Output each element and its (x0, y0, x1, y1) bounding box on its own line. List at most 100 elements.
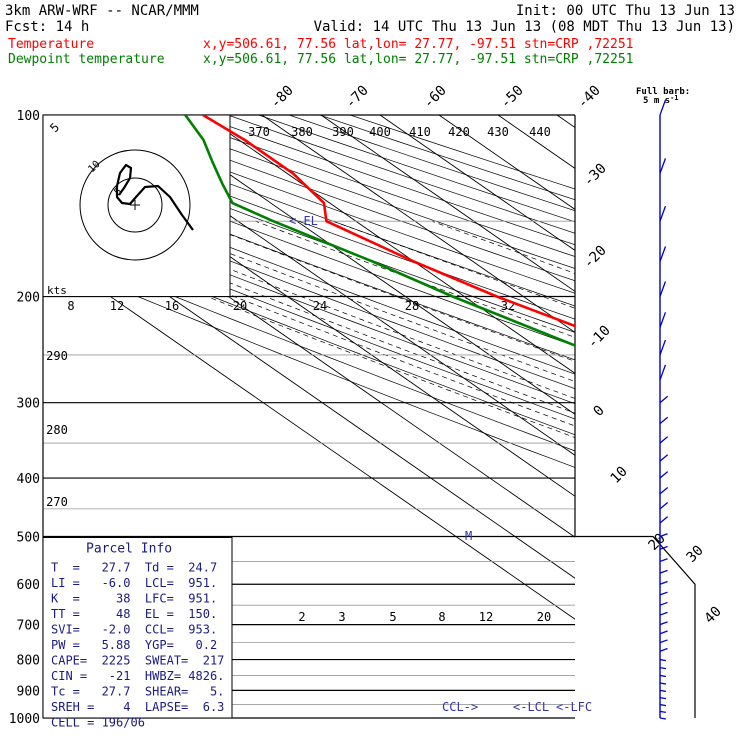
pressure-label: 400 (17, 472, 40, 487)
parcel-info-row: SVI= -2.0 CCL= 953. (51, 622, 217, 636)
barb-key-units: 5 m s-1 (643, 94, 679, 106)
init-time: Init: 00 UTC Thu 13 Jun 13 (516, 3, 735, 19)
hodograph-speed-label: 28 (405, 299, 419, 313)
isotherm-line (320, 115, 575, 292)
hodograph-units-label: kts (47, 284, 67, 297)
wind-barb (659, 639, 668, 644)
theta-e-label: 420 (448, 125, 470, 139)
wind-barb (659, 710, 667, 714)
pressure-label: 700 (17, 619, 40, 634)
parcel-info-row: K = 38 LFC= 951. (51, 591, 217, 605)
parcel-info-row: CAPE= 2225 SWEAT= 217 (51, 653, 224, 667)
parcel-info-box: Parcel Info T = 27.7 Td = 24.7 LI = -6.0 L… (42, 536, 233, 729)
hodograph-trace (115, 163, 194, 231)
dry-adiabat-line (197, 115, 575, 246)
parcel-info-row: TT = 48 EL = 150. (51, 607, 217, 621)
wind-barb (659, 717, 667, 720)
temperature-axis-label: -40 (575, 83, 604, 112)
moist-adiabat-line (73, 220, 575, 414)
pressure-label: 600 (17, 578, 40, 593)
pressure-label: 900 (17, 684, 40, 699)
wind-barb (659, 545, 668, 550)
theta-e-label: 390 (332, 125, 354, 139)
isotherm-line (143, 115, 575, 415)
wind-barb (659, 436, 669, 444)
pressure-label: 800 (17, 654, 40, 669)
temperature-axis-label: 40 (702, 604, 725, 627)
moist-adiabat-line (106, 220, 575, 399)
hodograph-speed-label: 20 (233, 299, 247, 313)
wind-barb (659, 281, 667, 297)
wind-barb (659, 682, 667, 685)
moist-adiabat-line (146, 220, 575, 382)
mixing-ratio-label: 12 (479, 610, 493, 624)
barb-key-title: Full barb: (636, 87, 690, 97)
wind-barb (659, 416, 669, 425)
isotherm-line (43, 249, 575, 620)
wind-barb (659, 703, 667, 707)
pressure-label: 300 (17, 397, 40, 412)
el-label: <-EL (289, 214, 318, 228)
isotherm-line (497, 115, 575, 170)
wind-barb (659, 558, 668, 563)
temperature-axis-label: -10 (585, 323, 614, 352)
theta-label: 290 (46, 349, 68, 363)
temperature-axis-label: 10 (608, 464, 631, 487)
wind-barb (659, 658, 667, 662)
mixing-ratio-label: 5 (389, 610, 396, 624)
dewpoint-legend-label: Dewpoint temperature (8, 52, 165, 67)
wind-barb (659, 621, 668, 626)
temperature-axis-label: -70 (343, 83, 372, 112)
dry-adiabat-line (258, 115, 575, 223)
pressure-label: 100 (17, 109, 40, 124)
isotherm-line (202, 115, 575, 374)
temperature-profile-line (202, 115, 575, 328)
temperature-axis-label: 0 (591, 403, 608, 420)
parcel-info-row: Tc = 27.7 SHEAR= 5. (51, 684, 224, 698)
theta-e-label: 370 (248, 125, 270, 139)
parcel-info-row: CIN = -21 HWBZ= 4826. (51, 669, 224, 683)
wind-barb (659, 580, 668, 585)
mixing-ratio-label: 8 (438, 610, 445, 624)
theta-label: 280 (46, 423, 68, 437)
wind-barb (659, 647, 668, 652)
moist-adiabat-line (194, 220, 575, 362)
wind-barb (659, 395, 669, 404)
wind-barb (659, 516, 669, 524)
isotherm-line (616, 115, 740, 718)
temperature-axis-label: -80 (268, 83, 297, 112)
wind-barb (659, 364, 667, 381)
mixing-ratio-label: 3 (338, 610, 345, 624)
mixing-ratio-label: 20 (537, 610, 551, 624)
pressure-label: 200 (17, 291, 40, 306)
header: 3km ARW-WRF -- NCAR/MMM Init: 00 UTC Thu… (5, 3, 735, 106)
wind-barb (659, 689, 667, 693)
wind-barb (659, 630, 668, 635)
theta-e-label: 410 (409, 125, 431, 139)
wind-barb (659, 454, 669, 462)
dry-adiabat-line (350, 115, 575, 190)
dry-adiabat-line (166, 115, 575, 257)
theta-label: 270 (46, 495, 68, 509)
temperature-axis-label: -50 (498, 83, 527, 112)
isotherm-line (261, 115, 575, 333)
theta-e-label: 380 (291, 125, 313, 139)
ccl-label: CCL-> (442, 700, 478, 714)
wind-barb (659, 674, 667, 678)
temperature-axis-label: 30 (684, 543, 707, 566)
wind-barb (659, 471, 669, 479)
wind-barb (659, 486, 669, 495)
wind-barb (659, 591, 668, 596)
pressure-label: 500 (17, 530, 40, 545)
temperature-axis-label: -60 (421, 83, 450, 112)
parcel-info-row: SREH = 4 LAPSE= 6.3 (51, 700, 224, 714)
temperature-axis-label: -30 (581, 161, 610, 190)
isotherm-line (379, 115, 575, 251)
hodograph-speed-label: 16 (165, 299, 179, 313)
parcel-info-title: Parcel Info (86, 541, 172, 556)
hodograph-speed-label: 8 (67, 299, 74, 313)
theta-e-label: 440 (529, 125, 551, 139)
temperature-legend-label: Temperature (8, 37, 94, 52)
